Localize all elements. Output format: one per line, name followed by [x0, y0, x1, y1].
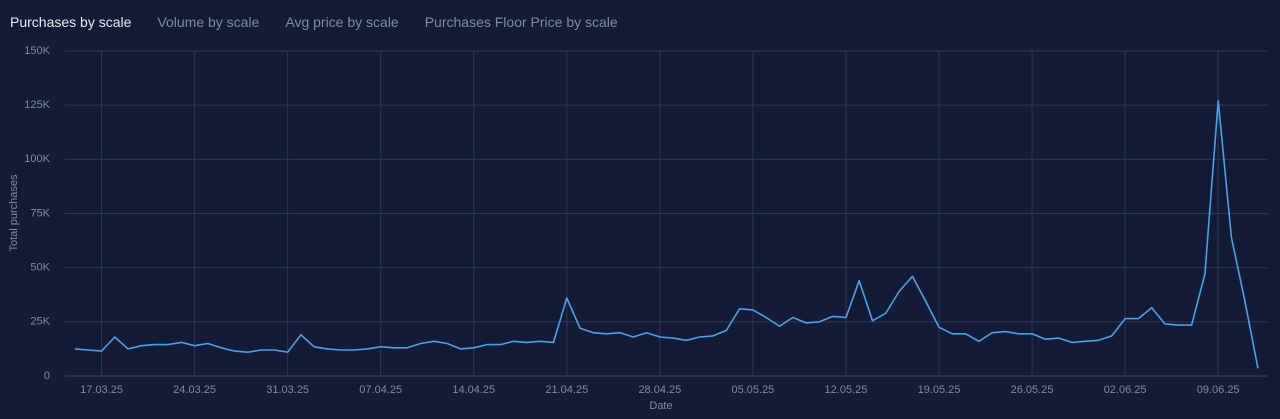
x-tick-label: 14.04.25	[452, 384, 495, 396]
tab[interactable]: Purchases by scale	[10, 14, 132, 30]
y-tick-label: 25K	[30, 316, 50, 328]
y-tick-label: 100K	[24, 153, 50, 165]
x-tick-label: 17.03.25	[80, 384, 123, 396]
tab-bar: Purchases by scale Volume by scale Avg pri…	[10, 14, 618, 30]
x-tick-label: 31.03.25	[266, 384, 309, 396]
x-tick-label: 12.05.25	[825, 384, 868, 396]
x-tick-label: 28.04.25	[638, 384, 681, 396]
x-tick-label: 24.03.25	[173, 384, 216, 396]
y-tick-label: 75K	[30, 207, 50, 219]
x-tick-label: 26.05.25	[1011, 384, 1054, 396]
tab[interactable]: Purchases Floor Price by scale	[424, 14, 618, 30]
x-tick-label: 21.04.25	[545, 384, 588, 396]
x-tick-label: 05.05.25	[731, 384, 774, 396]
tab[interactable]: Avg price by scale	[285, 14, 399, 30]
data-line	[74, 100, 1259, 369]
y-tick-label: 150K	[24, 45, 50, 57]
x-axis-label: Date	[649, 400, 672, 412]
y-axis-label: Total purchases	[8, 174, 20, 252]
y-tick-label: 0	[44, 370, 50, 382]
x-tick-label: 19.05.25	[918, 384, 961, 396]
y-tick-label: 50K	[30, 262, 50, 274]
x-tick-label: 09.06.25	[1197, 384, 1240, 396]
x-tick-label: 07.04.25	[359, 384, 402, 396]
tab[interactable]: Volume by scale	[157, 14, 260, 30]
x-tick-label: 02.06.25	[1104, 384, 1147, 396]
y-tick-label: 125K	[24, 99, 50, 111]
